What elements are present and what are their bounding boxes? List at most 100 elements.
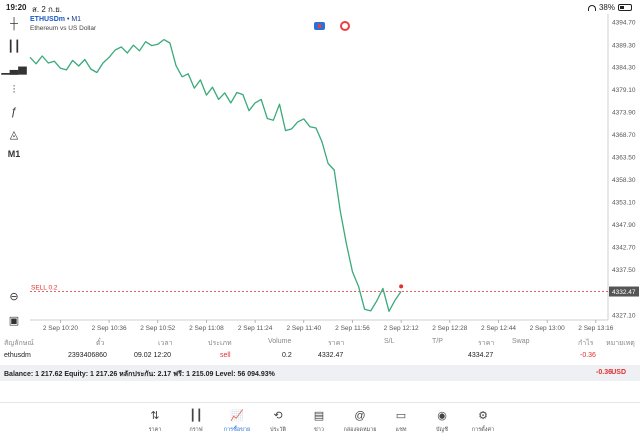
battery-icon (618, 4, 632, 11)
x-tick-label: 2 Sep 13:16 (578, 325, 613, 332)
total-profit: -0.36 (596, 369, 612, 376)
nav-label: กล่องจดหมาย (343, 427, 377, 433)
header-current-price: ราคา (478, 340, 495, 347)
nav-item-account[interactable]: ◉ บัญชี (422, 409, 462, 434)
header-price: ราคา (328, 340, 345, 347)
nav-label: ข่าว (314, 427, 324, 433)
nav-item-chat[interactable]: ▭ แชท (381, 409, 421, 434)
history-icon: ⟲ (273, 410, 283, 422)
news-icon: ▤ (313, 410, 325, 422)
y-tick-label: 4363.50 (612, 155, 636, 162)
x-tick-label: 2 Sep 10:20 (43, 325, 78, 332)
nav-label: การซื้อขาย (223, 427, 251, 433)
table-header: สัญลักษณ์ ตั๋ว เวลา ประเภท Volume ราคา S… (0, 336, 640, 348)
y-tick-label: 4379.10 (612, 87, 636, 94)
current-price-tag (609, 286, 639, 297)
nav-item-settings-gear[interactable]: ⚙ การตั้งค่า (463, 409, 503, 434)
settings-gear-icon: ⚙ (478, 410, 488, 422)
x-tick-label: 2 Sep 11:56 (335, 325, 370, 332)
header-ticket: ตั๋ว (96, 340, 105, 347)
y-tick-label: 4389.30 (612, 43, 636, 50)
last-price-marker (399, 284, 404, 289)
y-tick-label: 4327.10 (612, 312, 636, 319)
header-volume: Volume (268, 338, 292, 345)
bars-icon[interactable]: ▁▃▅ (1, 62, 27, 75)
current-price-label: 4332.47 (612, 289, 636, 296)
nav-label: การตั้งค่า (471, 427, 495, 433)
timeframe-button[interactable]: M1 (7, 149, 21, 159)
zoom-icon[interactable]: ⊖ (9, 290, 19, 303)
nav-label: ราคา (148, 427, 162, 433)
account-icon: ◉ (437, 410, 447, 422)
indicators-icon[interactable]: ⫶ (12, 83, 16, 96)
us-dollar-icon (340, 21, 350, 31)
symbol-name: ETHUSDm (30, 16, 66, 23)
cell-volume: 0.2 (282, 352, 292, 359)
trade-panel-icon[interactable]: ▣ (8, 314, 20, 327)
x-tick-label: 2 Sep 10:52 (140, 325, 175, 332)
header-tp: T/P (432, 338, 443, 345)
crosshair-icon[interactable]: ┼ (10, 18, 18, 30)
header-time: เวลา (158, 340, 173, 347)
candlestick-icon: ┃┃ (189, 410, 203, 422)
objects-icon[interactable]: ◬ (9, 128, 19, 141)
balance-bar: Balance: 1 217.62 Equity: 1 217.26 หลักป… (0, 365, 640, 381)
y-tick-label: 4342.70 (612, 245, 636, 252)
nav-item-candlestick[interactable]: ┃┃ กราฟ (176, 409, 216, 434)
cell-type: sell (220, 352, 231, 359)
symbol-description: Ethereum vs US Dollar (30, 25, 97, 32)
header-profit: กำไร (578, 340, 594, 347)
account-currency: USD (611, 369, 626, 376)
x-tick-label: 2 Sep 12:12 (384, 325, 419, 332)
x-tick-label: 2 Sep 11:24 (238, 325, 273, 332)
x-tick-label: 2 Sep 10:36 (92, 325, 127, 332)
x-tick-label: 2 Sep 12:44 (481, 325, 516, 332)
status-bar: 19:20 ส. 2 ก.ย. 38% (0, 0, 640, 14)
mail-at-icon: @ (354, 410, 366, 422)
symbol-title: ETHUSDm • M1 (30, 16, 81, 23)
chart-toolbar: ┼ ┃┃ ▁▃▅ ⫶ ƒ ◬ M1 ⊖ ▣ (0, 14, 28, 334)
bottom-navigation: ⇅ ราคา ┃┃ กราฟ 📈 การซื้อขาย ⟲ ประวัติ ▤ ข่าว @ กล่อ… (0, 402, 640, 447)
nav-item-mail-at[interactable]: @ กล่องจดหมาย (340, 409, 380, 434)
header-swap: Swap (512, 338, 530, 345)
y-tick-label: 4358.30 (612, 177, 636, 184)
y-tick-label: 4384.30 (612, 64, 636, 71)
balance-text: Balance: 1 217.62 Equity: 1 217.26 หลักป… (4, 371, 275, 378)
function-icon[interactable]: ƒ (10, 106, 18, 118)
x-tick-label: 2 Sep 12:28 (432, 325, 467, 332)
x-tick-label: 2 Sep 13:00 (530, 325, 565, 332)
position-label: SELL 0.2 (31, 285, 58, 292)
symbol-timeframe: • M1 (65, 16, 82, 23)
cell-ticket: 2393406860 (68, 352, 107, 359)
nav-item-history[interactable]: ⟲ ประวัติ (258, 409, 298, 434)
cell-price: 4332.47 (318, 352, 344, 359)
nav-label: ประวัติ (269, 427, 287, 433)
header-type: ประเภท (208, 340, 232, 347)
status-right: 38% (587, 3, 632, 12)
battery-percent: 38% (598, 3, 615, 12)
header-sl: S/L (384, 338, 395, 345)
y-tick-label: 4373.90 (612, 109, 636, 116)
candlestick-type-icon[interactable]: ┃┃ (7, 40, 21, 53)
nav-label: กราฟ (189, 427, 203, 433)
nav-item-news[interactable]: ▤ ข่าว (299, 409, 339, 434)
trade-chart-icon: 📈 (230, 410, 244, 422)
nav-label: แชท (395, 427, 407, 433)
ethereum-flag-icon (314, 22, 325, 30)
nav-item-trade-chart[interactable]: 📈 การซื้อขาย (217, 409, 257, 434)
price-series-line (29, 38, 402, 312)
chat-icon: ▭ (395, 410, 407, 422)
nav-item-arrows-updown[interactable]: ⇅ ราคา (135, 409, 175, 434)
arrows-updown-icon: ⇅ (150, 410, 160, 422)
header-comment: หมายเหตุ (606, 340, 635, 347)
table-row[interactable]: ethusdm 2393406860 09.02 12:20 sell 0.2 … (0, 350, 640, 364)
x-tick-label: 2 Sep 11:08 (189, 325, 224, 332)
y-tick-label: 4337.50 (612, 267, 636, 274)
status-time: 19:20 (6, 3, 27, 12)
wifi-icon (587, 4, 596, 11)
y-tick-label: 4353.10 (612, 200, 636, 207)
price-chart[interactable]: 4394.70 4389.30 4384.30 4379.10 4373.90 4368.… (28, 14, 640, 336)
chart-canvas[interactable]: 4394.70 4389.30 4384.30 4379.10 4373.90 4368.… (28, 14, 640, 336)
cell-symbol: ethusdm (4, 352, 31, 359)
